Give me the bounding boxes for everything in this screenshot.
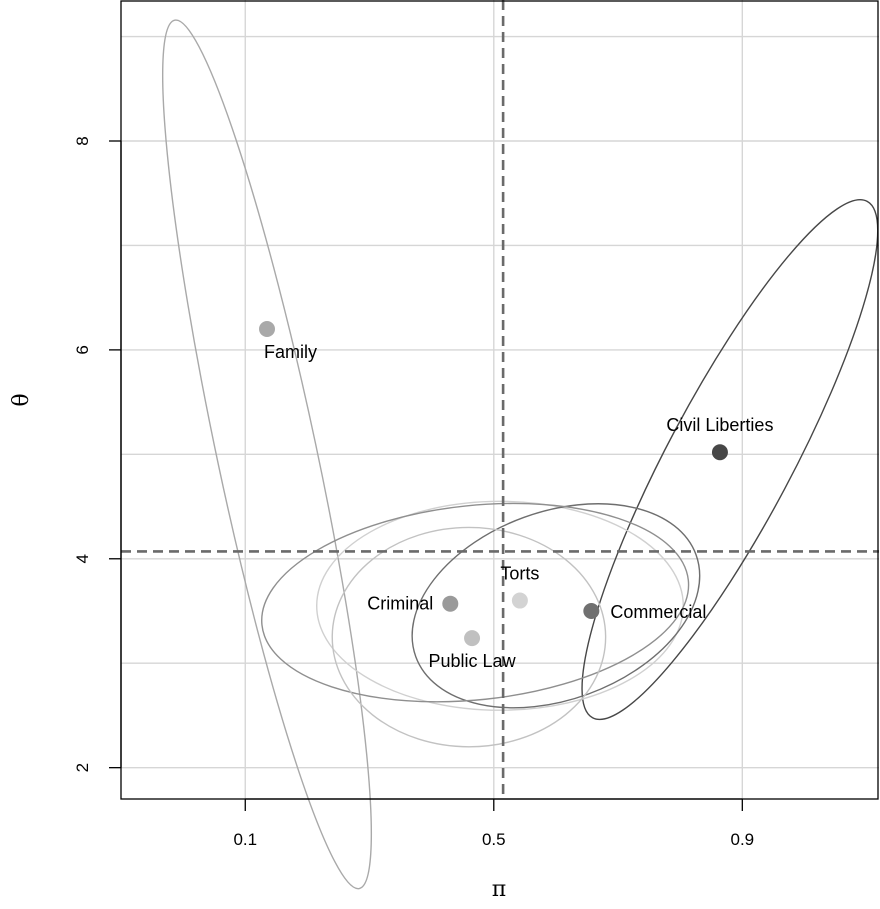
y-axis-title: θ [9, 393, 34, 406]
points [259, 321, 728, 647]
point-torts [511, 592, 528, 609]
point-civil-liberties [711, 444, 728, 461]
ellipse-criminal [261, 502, 690, 703]
y-tick-label: 8 [73, 136, 92, 145]
label-criminal: Criminal [367, 594, 433, 614]
point-criminal [442, 595, 459, 612]
reference-lines [121, 0, 879, 799]
point-family [259, 321, 276, 337]
x-tick-label: 0.9 [730, 830, 754, 849]
ellipse-family [161, 19, 373, 890]
x-tick-label: 0.1 [233, 830, 257, 849]
ellipses [161, 19, 879, 890]
label-public-law: Public Law [429, 651, 517, 671]
label-commercial: Commercial [610, 602, 706, 622]
ellipse-commercial [411, 503, 701, 709]
ellipse-public-law [331, 526, 607, 748]
point-commercial [583, 603, 600, 619]
label-civil-liberties: Civil Liberties [666, 415, 773, 435]
label-family: Family [264, 342, 317, 362]
x-axis-title: π [492, 877, 506, 902]
point-labels: Family Civil Liberties Torts Commercial Crim… [264, 342, 773, 671]
axes: 0.1 0.5 0.9 2 4 6 8 [73, 136, 754, 849]
grid [121, 0, 879, 799]
plot-frame [120, 0, 879, 800]
y-tick-label: 2 [73, 763, 92, 772]
y-tick-label: 6 [73, 345, 92, 354]
point-public-law [464, 630, 481, 647]
y-tick-label: 4 [73, 554, 92, 563]
x-tick-label: 0.5 [482, 830, 506, 849]
ellipse-civil-liberties [581, 199, 879, 721]
label-torts: Torts [500, 564, 539, 584]
